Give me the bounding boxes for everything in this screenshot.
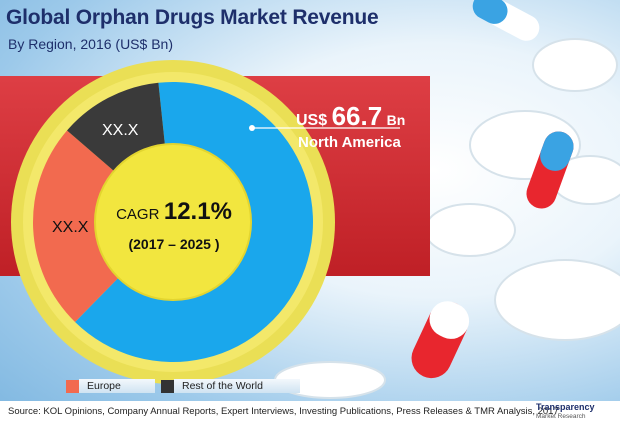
donut-center: [94, 143, 252, 301]
legend-swatch-row: [161, 379, 174, 393]
chart-title: Global Orphan Drugs Market Revenue: [6, 6, 379, 29]
brand-logo: Transparency Market Research: [536, 402, 620, 422]
source-bar: [0, 401, 620, 426]
pills-illustration: [274, 0, 620, 399]
na-value: 66.7: [331, 101, 383, 131]
legend-swatch-europe: [66, 379, 79, 393]
row-label: XX.X: [102, 122, 139, 139]
cagr-label: CAGR: [116, 206, 160, 223]
cagr-block: CAGR 12.1%: [96, 198, 252, 226]
brand-name: Transparency: [536, 402, 595, 412]
na-unit: Bn: [386, 112, 406, 128]
legend: Europe Rest of the World: [66, 379, 306, 393]
na-callout: US$ 66.7 Bn: [296, 101, 405, 132]
cagr-period: (2017 – 2025 ): [128, 236, 220, 252]
na-region-label: North America: [298, 134, 401, 151]
source-text: Source: KOL Opinions, Company Annual Rep…: [8, 406, 559, 417]
europe-label: XX.X: [52, 219, 89, 236]
chart-subtitle: By Region, 2016 (US$ Bn): [8, 36, 173, 52]
na-currency: US$: [296, 112, 328, 129]
cagr-value: 12.1%: [163, 198, 232, 225]
legend-label-row: Rest of the World: [174, 379, 300, 393]
brand-sub: Market Research: [536, 413, 586, 420]
legend-label-europe: Europe: [79, 379, 155, 393]
